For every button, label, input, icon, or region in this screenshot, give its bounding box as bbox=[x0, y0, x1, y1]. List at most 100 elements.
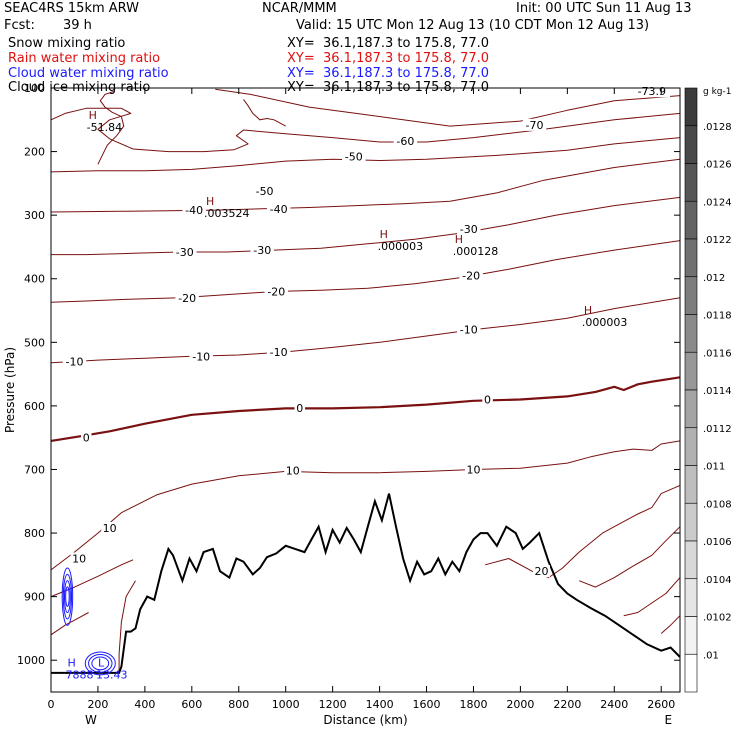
y-tick-label: 400 bbox=[24, 273, 45, 286]
contour-label: -10 bbox=[65, 355, 83, 368]
extremum-value: .000003 bbox=[582, 316, 628, 329]
colorbar-cell bbox=[684, 427, 698, 466]
cloud-water-contours bbox=[61, 567, 116, 676]
contour-label-bg bbox=[62, 355, 87, 368]
east-label: E bbox=[664, 713, 672, 727]
x-tick-label: 800 bbox=[228, 698, 249, 711]
colorbar-tick-label: .0128 bbox=[703, 122, 732, 133]
colorbar-tick-label: .0114 bbox=[703, 386, 732, 397]
contour-label: 10 bbox=[103, 522, 117, 535]
contour-label: -20 bbox=[267, 285, 285, 298]
y-axis-label: Pressure (hPa) bbox=[3, 347, 17, 433]
colorbar-tick-label: .0126 bbox=[703, 160, 732, 171]
cloud-water-contour bbox=[62, 573, 73, 620]
cloud-water-contour bbox=[61, 567, 74, 626]
extremum-value: .003524 bbox=[204, 207, 250, 220]
contour-label-bg bbox=[175, 291, 199, 304]
contour-label: 10 bbox=[72, 552, 86, 565]
contour-label: -50 bbox=[345, 151, 363, 164]
forecast-hour: 39 h bbox=[63, 18, 92, 33]
colorbar-cell bbox=[684, 540, 698, 580]
contour-label: -70 bbox=[526, 119, 544, 132]
isotherm-line bbox=[118, 580, 136, 672]
colorbar-tick-label: .011 bbox=[703, 462, 725, 473]
isotherm-line bbox=[51, 196, 681, 256]
isotherm-line bbox=[50, 107, 681, 153]
x-tick-label: 1200 bbox=[319, 698, 347, 711]
isotherm-line bbox=[50, 376, 681, 442]
legend-rain-label: Rain water mixing ratio bbox=[8, 51, 161, 66]
contour-label-bg bbox=[70, 552, 88, 565]
x-tick-label: 0 bbox=[48, 698, 55, 711]
isotherm-line bbox=[50, 137, 681, 173]
colorbar-tick-label: .0112 bbox=[703, 424, 732, 435]
extremum-value: .000128 bbox=[453, 245, 499, 258]
extremum-marker: H bbox=[206, 195, 214, 208]
west-label: W bbox=[85, 713, 97, 727]
colorbar-cell bbox=[684, 616, 698, 655]
colorbar-tick-label: .0116 bbox=[703, 348, 732, 359]
colorbar-cell bbox=[684, 238, 698, 278]
contour-label-bg bbox=[101, 521, 119, 534]
x-tick-label: 1600 bbox=[413, 698, 441, 711]
colorbar-tick-label: .0104 bbox=[703, 575, 732, 586]
colorbar-tick-label: .0106 bbox=[703, 537, 732, 548]
legend-snow-xy: XY= 36.1,187.3 to 175.8, 77.0 bbox=[287, 36, 490, 51]
temperature-contours bbox=[50, 88, 681, 672]
y-tick-label: 800 bbox=[24, 527, 45, 540]
contour-label-bg bbox=[482, 393, 493, 406]
colorbar-cell bbox=[684, 653, 698, 693]
x-tick-label: 600 bbox=[181, 698, 202, 711]
valid-time: Valid: 15 UTC Mon 12 Aug 13 (10 CDT Mon … bbox=[296, 18, 650, 33]
colorbar-tick-label: .01 bbox=[703, 650, 719, 661]
contour-label-bg bbox=[266, 202, 291, 215]
x-axis-label: Distance (km) bbox=[323, 713, 407, 727]
contour-label-bg bbox=[533, 565, 551, 578]
x-tick-label: 1800 bbox=[459, 698, 487, 711]
extremum-value: 13.43 bbox=[96, 668, 128, 681]
contour-label-bg bbox=[459, 269, 483, 282]
terrain-profile bbox=[51, 493, 681, 674]
contour-label: 20 bbox=[535, 565, 549, 578]
extremum-marker: H bbox=[380, 228, 388, 241]
x-tick-label: 1400 bbox=[366, 698, 394, 711]
colorbar-tick-label: .0122 bbox=[703, 235, 732, 246]
extremum-marker: L bbox=[98, 656, 105, 669]
colorbar-tick-label: .0108 bbox=[703, 499, 732, 510]
contour-label-bg bbox=[522, 118, 547, 131]
x-tick-label: 400 bbox=[134, 698, 155, 711]
contour-label-bg bbox=[252, 184, 277, 197]
legend-cloud-ice-label: Cloud ice mixing ratio bbox=[8, 80, 151, 95]
isotherm-line bbox=[243, 99, 286, 127]
x-tick-label: 1000 bbox=[272, 698, 300, 711]
contour-label: 10 bbox=[466, 463, 480, 476]
colorbar-cell bbox=[684, 502, 698, 542]
isotherm-line bbox=[623, 577, 681, 617]
contour-label: -50 bbox=[256, 185, 274, 198]
isotherm-line bbox=[97, 90, 125, 165]
terrain-line bbox=[51, 493, 681, 674]
legend-snow-label: Snow mixing ratio bbox=[8, 36, 126, 51]
cloud-water-contour bbox=[63, 580, 71, 614]
contour-label-bg bbox=[182, 204, 206, 217]
contour-label-bg bbox=[173, 246, 197, 259]
isotherm-line bbox=[50, 297, 681, 364]
contour-label: -60 bbox=[396, 135, 414, 148]
org-title: NCAR/MMM bbox=[262, 1, 337, 16]
colorbar-tick-label: .0118 bbox=[703, 311, 732, 322]
contour-label-bg bbox=[457, 323, 481, 336]
contour-label: -10 bbox=[192, 350, 210, 363]
x-tick-label: 2200 bbox=[553, 698, 581, 711]
contour-label: 0 bbox=[83, 432, 90, 445]
contour-label: 10 bbox=[286, 465, 300, 478]
contour-label: -20 bbox=[178, 292, 196, 305]
isotherm-line bbox=[50, 559, 134, 598]
x-tick-label: 200 bbox=[87, 698, 108, 711]
isotherm-line bbox=[578, 526, 681, 588]
extremum-marker: H bbox=[584, 304, 592, 317]
extremum-marker: H bbox=[68, 656, 76, 669]
colorbar-cell bbox=[684, 389, 698, 429]
cloud-water-contour bbox=[88, 653, 113, 673]
legend-rain-xy: XY= 36.1,187.3 to 175.8, 77.0 bbox=[287, 51, 490, 66]
